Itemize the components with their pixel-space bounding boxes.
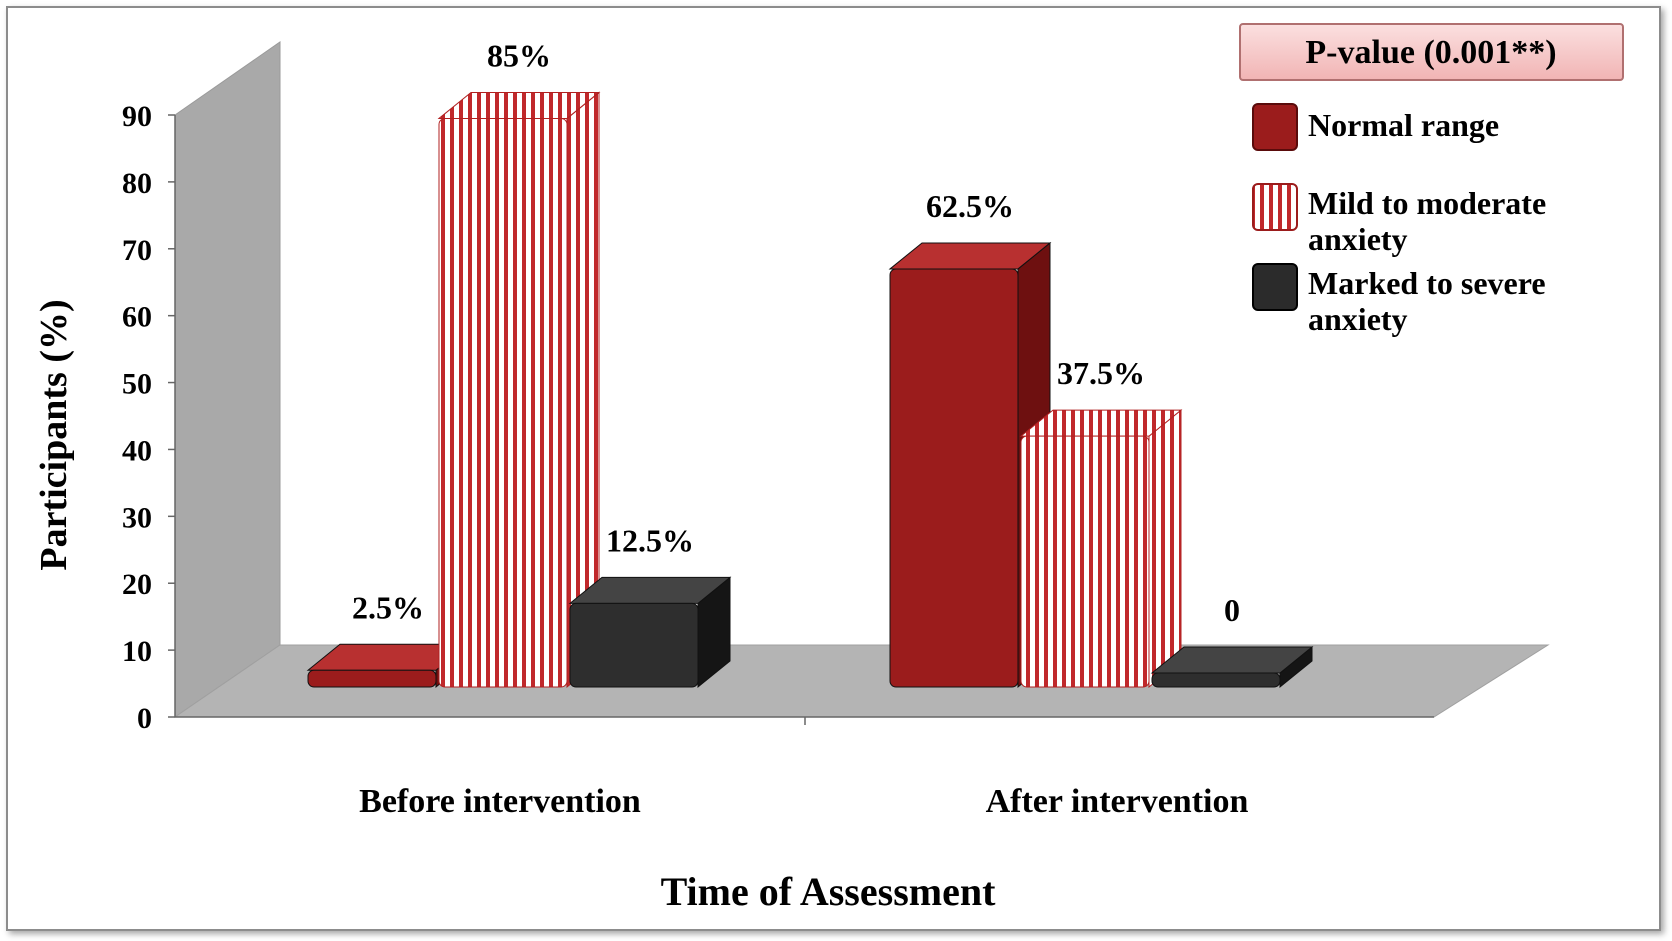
bar-before-1 (437, 91, 601, 689)
legend: P-value (0.001**) Normal range Mild to m… (1239, 23, 1624, 337)
y-tick-label: 20 (122, 568, 152, 601)
x-tick-label-after: After intervention (986, 783, 1249, 820)
data-label: 62.5% (926, 188, 1014, 224)
y-tick-label: 40 (122, 434, 152, 467)
y-tick-label: 50 (122, 368, 152, 401)
legend-swatch-marked (1252, 263, 1298, 311)
legend-title: P-value (0.001**) (1305, 34, 1556, 71)
legend-label-marked-line1: Marked to severe (1308, 265, 1546, 301)
y-tick-label: 80 (122, 167, 152, 200)
bar-front-face (307, 669, 437, 688)
data-label: 37.5% (1057, 355, 1145, 391)
legend-swatch-normal (1252, 103, 1298, 151)
legend-label-marked-line2: anxiety (1308, 301, 1408, 337)
legend-title-box (1239, 23, 1624, 81)
bar-front-face (1151, 672, 1281, 688)
bar-before-2 (568, 576, 732, 689)
legend-label-mild-line2: anxiety (1308, 221, 1408, 257)
legend-swatch-mild (1252, 183, 1298, 231)
back-wall (174, 41, 281, 718)
y-axis-title: Participants (%) (33, 299, 75, 570)
y-tick-label: 70 (122, 234, 152, 267)
y-tick-label: 60 (122, 301, 152, 334)
bar-front-face (569, 602, 699, 688)
legend-label-mild-line1: Mild to moderate (1308, 185, 1546, 221)
data-label: 85% (487, 37, 551, 73)
data-label: 2.5% (352, 589, 424, 625)
y-tick-label: 10 (122, 635, 152, 668)
y-tick-label: 0 (137, 702, 152, 735)
x-axis-title: Time of Assessment (661, 869, 996, 914)
y-tick-label: 30 (122, 501, 152, 534)
bar-side-face (1148, 409, 1182, 689)
bar-front-face (1020, 435, 1150, 688)
bar-front-face (889, 268, 1019, 688)
chart-frame (6, 6, 1661, 931)
legend-label-normal: Normal range (1308, 107, 1499, 143)
bar-after-2 (1150, 645, 1314, 689)
bar-front-face (438, 117, 568, 688)
data-label: 12.5% (606, 522, 694, 558)
data-label: 0 (1224, 592, 1240, 628)
x-tick-label-before: Before intervention (359, 783, 641, 820)
bar-after-1 (1019, 409, 1183, 689)
y-tick-label: 90 (122, 100, 152, 133)
